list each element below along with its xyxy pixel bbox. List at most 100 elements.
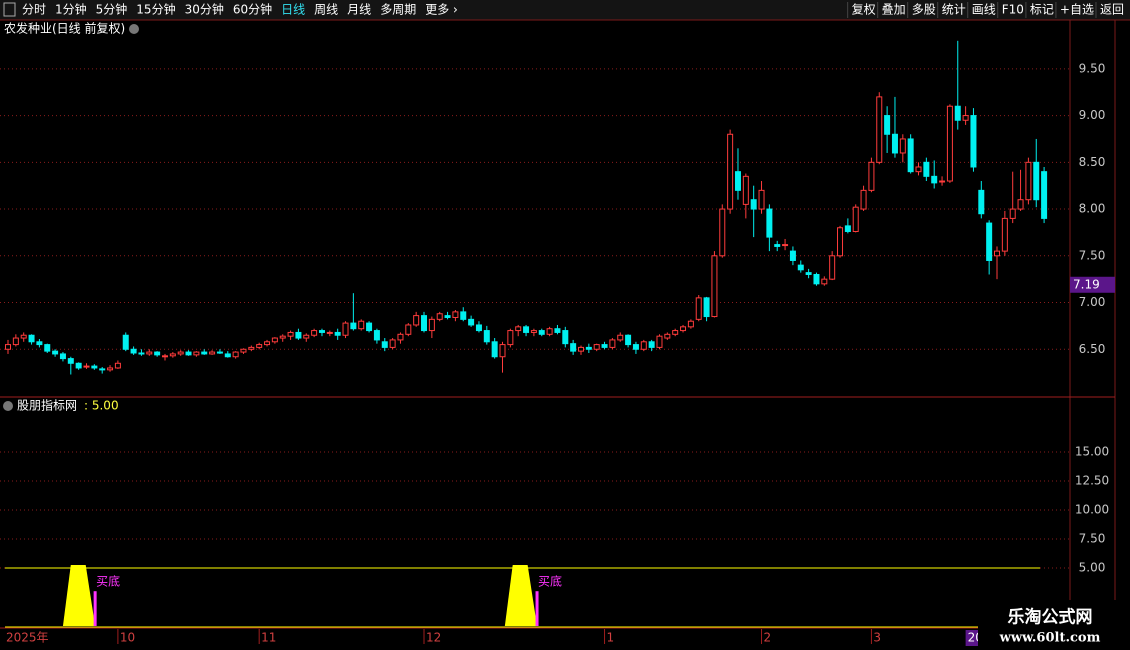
candle-body [240,348,247,353]
candle-body [161,355,168,358]
toolbar-button[interactable]: 画线 [972,3,996,17]
y-tick-label: 9.50 [1079,61,1106,75]
candle-body [915,166,922,173]
candle-body [844,225,851,232]
indicator-name: 股朋指标网 [17,398,77,413]
toolbar-button[interactable]: 60分钟 [233,2,272,17]
candle-body [805,272,812,275]
candle-body [107,367,114,371]
toolbar-button[interactable]: 周线 [314,3,338,17]
chart-title: 农发种业(日线 前复权) [4,21,125,36]
toolbar-button[interactable]: 日线 [281,3,305,17]
candle-body [28,334,35,343]
candle-body [994,250,1001,257]
candle-body [507,330,514,346]
candle-body [727,133,734,210]
candle-body [577,346,584,352]
candle-body [868,161,875,191]
toolbar-button[interactable]: 多股 [912,3,936,17]
candle-body [813,273,820,285]
toolbar-icon[interactable] [3,2,16,17]
candle-body [381,341,388,348]
candle-body [1025,161,1032,201]
candle-body [264,341,271,346]
candle-body [648,341,655,348]
candle-body [389,339,396,348]
candle-body [193,351,200,356]
y-tick-label: 8.50 [1079,155,1106,169]
candle-body [978,189,985,215]
candle-body [523,326,530,333]
toolbar-button[interactable]: 返回 [1100,3,1124,17]
candle-body [601,344,608,348]
toolbar-button[interactable]: 复权 [852,3,876,17]
toolbar-button[interactable]: F10 [1002,3,1024,17]
candle-body [664,333,671,339]
toolbar-button[interactable]: 分时 [22,3,46,17]
candle-body [460,311,467,320]
candle-body [5,344,12,350]
candle-body [750,199,757,210]
price-tag-label: 7.19 [1073,277,1100,291]
toolbar-button[interactable]: 标记 [1030,3,1054,17]
candle-body [986,222,993,261]
x-tick-label: 1 [607,631,615,645]
candle-body [656,335,663,348]
toolbar-button[interactable]: 更多 › [425,3,458,17]
candle-body [499,344,506,358]
toolbar-button[interactable]: 月线 [347,3,371,17]
x-tick-label: 3 [873,631,881,645]
candle-body [468,318,475,326]
candle-body [852,206,859,232]
candle-body [358,320,365,330]
candle-body [962,115,969,121]
toolbar-button[interactable]: 30分钟 [185,2,224,17]
candle-body [585,346,592,350]
toolbar-button[interactable]: 15分钟 [136,2,175,17]
candle-body [303,334,310,339]
candle-body [397,333,404,341]
candle-body [570,343,577,352]
candle-body [939,180,946,183]
candle-body [617,334,624,341]
signal-label: 买底 [96,574,120,589]
candle-body [436,313,443,320]
toolbar-button[interactable]: 1分钟 [55,2,87,17]
candle-body [1009,208,1016,219]
indicator-value: : 5.00 [84,399,119,413]
candle-body [899,138,906,154]
candle-body [742,175,749,205]
x-tick-label: 2 [764,631,772,645]
candle-body [232,351,239,358]
toolbar-button[interactable]: 叠加 [882,3,906,17]
candle-body [318,330,325,333]
candle-body [373,330,380,341]
candle-body [538,330,545,335]
toolbar-button[interactable]: 多周期 [380,3,416,17]
candle-body [452,311,459,318]
y-tick-label: 10.00 [1075,502,1109,516]
toolbar-button[interactable]: 5分钟 [96,2,128,17]
signal-zone [62,564,96,626]
title-dropdown[interactable] [129,24,139,34]
y-tick-label: 7.00 [1079,295,1106,309]
candle-body [177,351,184,355]
candle-body [287,331,294,337]
candle-body [114,362,121,369]
candle-body [907,138,914,173]
indicator-dropdown[interactable] [3,401,13,411]
watermark-title: 乐淘公式网 [1008,607,1093,628]
candle-body [44,344,51,352]
candle-body [491,341,498,358]
toolbar-button[interactable]: +自选 [1060,3,1094,17]
toolbar-button[interactable]: 统计 [942,3,966,17]
x-tick-label: 11 [261,631,276,645]
candle-body [67,358,74,364]
candle-body [475,324,482,332]
candle-body [428,318,435,332]
candle-body [405,324,412,335]
candle-body [837,227,844,257]
candle-body [483,330,490,343]
candle-body [366,322,373,332]
candle-body [169,353,176,357]
